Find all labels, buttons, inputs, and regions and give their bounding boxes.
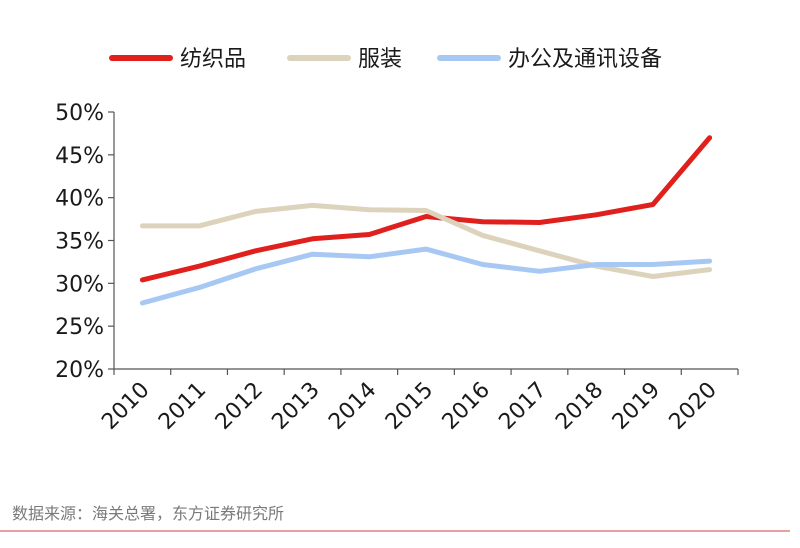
source-note: 数据来源：海关总署，东方证券研究所 [12,504,285,523]
y-tick-label: 45% [55,144,104,169]
y-tick-label: 30% [55,272,104,297]
legend-label-1: 服装 [358,47,402,72]
x-tick-label: 2012 [211,378,268,435]
y-tick-label: 50% [55,101,104,126]
x-tick-label: 2016 [438,378,495,435]
legend-label-2: 办公及通讯设备 [508,47,662,72]
x-tick-label: 2018 [551,378,608,435]
x-tick-label: 2017 [494,378,551,435]
x-tick-label: 2019 [608,378,665,435]
y-tick-label: 40% [55,187,104,212]
source-divider [0,530,790,532]
series-line-1 [139,202,713,279]
y-tick-label: 25% [55,315,104,340]
y-tick-label: 20% [55,358,104,383]
x-tick-label: 2010 [97,378,154,435]
series-line-0 [139,135,713,283]
x-tick-label: 2015 [381,378,438,435]
x-tick-label: 2013 [268,378,325,435]
legend-label-0: 纺织品 [180,47,246,72]
x-tick-label: 2020 [665,378,722,435]
x-tick-label: 2011 [154,378,211,435]
series-line-2 [139,246,713,306]
x-tick-label: 2014 [324,378,381,435]
y-tick-label: 35% [55,230,104,255]
